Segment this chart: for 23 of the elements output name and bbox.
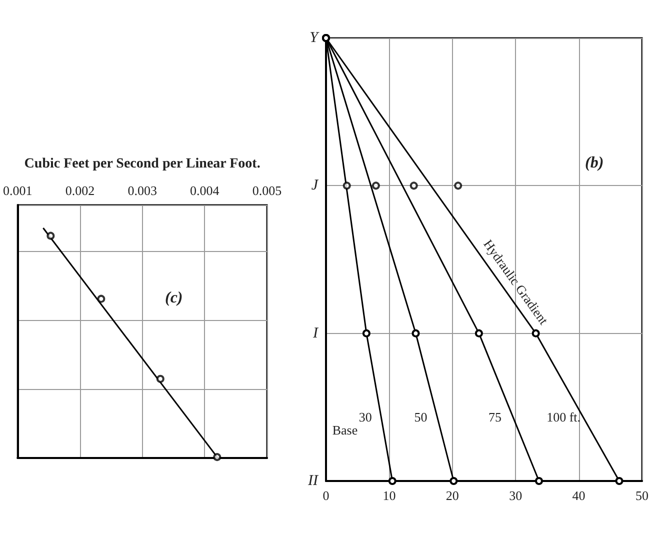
x-tick-label: 10 [382, 488, 396, 503]
y-tick-label: I [312, 325, 319, 342]
x-tick-label: 30 [509, 488, 522, 503]
series-label: 100 ft. [546, 410, 581, 425]
x-tick-label: 0.002 [65, 183, 95, 198]
x-tick-label: 50 [636, 488, 648, 503]
series-label: 30 [358, 410, 372, 425]
series-label: 75 [488, 410, 502, 425]
x-tick-label: 20 [446, 488, 459, 503]
y-tick-label: Y [310, 30, 320, 46]
y-tick-label: II [307, 473, 319, 489]
x-tick-label: 0.001 [3, 183, 32, 198]
y-tick-label: J [311, 178, 320, 194]
text: (b) [585, 154, 604, 172]
x-tick-label: 40 [572, 488, 586, 503]
x-tick-label: 0.005 [252, 183, 282, 198]
annotation: Base [332, 422, 358, 438]
x-tick-label: 0.003 [128, 183, 157, 198]
x-tick-label: 0 [322, 488, 330, 503]
series-label: 50 [414, 410, 428, 425]
x-axis-title: Cubic Feet per Second per Linear Foot. [24, 156, 260, 172]
text: (c) [165, 290, 183, 306]
x-tick-label: 0.004 [190, 183, 220, 198]
